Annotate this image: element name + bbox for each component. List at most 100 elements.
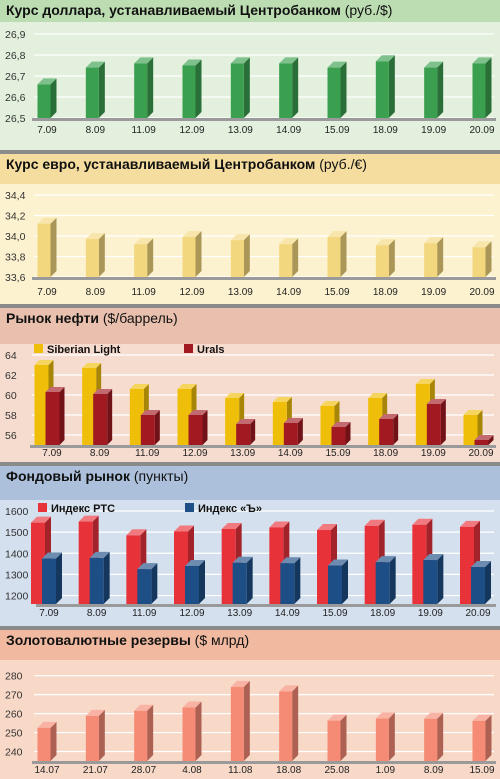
- bar-7-s0: [368, 393, 388, 445]
- y-tick-label: 250: [5, 728, 23, 740]
- bar-3-s1: [185, 559, 205, 604]
- bar-6-s0: [320, 401, 340, 445]
- bar-front: [426, 404, 441, 445]
- bar: [424, 61, 444, 118]
- bar-side: [243, 680, 250, 761]
- x-tick-label: 25.08: [324, 765, 349, 776]
- bar: [182, 231, 202, 277]
- bar-top: [34, 360, 54, 365]
- bar-top: [225, 393, 245, 398]
- y-tick-label: 34,2: [5, 211, 26, 223]
- panel-title: Рынок нефти ($/баррель): [6, 310, 178, 326]
- bar-front: [327, 237, 341, 277]
- panel-header-band: [0, 154, 500, 184]
- bar-top: [375, 239, 395, 246]
- bar-side: [340, 231, 347, 277]
- bar-front: [232, 562, 247, 604]
- bar-top: [134, 704, 154, 711]
- bar-side: [195, 701, 202, 761]
- divider: [0, 626, 500, 630]
- bar: [279, 57, 299, 118]
- chart-base: [32, 118, 496, 121]
- bar: [134, 704, 154, 761]
- bar-front: [45, 392, 60, 445]
- legend-swatch: [34, 344, 43, 353]
- chart-base: [30, 445, 496, 448]
- bar: [375, 239, 395, 277]
- bar-side: [342, 559, 348, 604]
- panel-usd-rate: 26,5 26,6 26,7 26,8 26,9 7.09 8.09 11.09 12.09 13…: [0, 0, 500, 150]
- bar-top: [472, 714, 492, 721]
- bar-side: [297, 418, 303, 445]
- x-tick-label: 14.09: [278, 448, 303, 459]
- bar-top: [37, 217, 57, 224]
- bar: [472, 714, 492, 761]
- legend-label: Индекс «Ъ»: [198, 503, 262, 515]
- y-tick-label: 26,6: [5, 92, 26, 104]
- bar-front: [37, 223, 51, 277]
- bar-side: [393, 414, 399, 445]
- panel-title: Курс евро, устанавливаемый Центробанком …: [6, 156, 367, 172]
- bar-front: [472, 247, 486, 277]
- x-tick-label: 19.09: [421, 125, 446, 136]
- bar-front: [474, 440, 489, 445]
- panel-title-main: Курс доллара, устанавливаемый Центробанк…: [6, 2, 341, 18]
- panel-oil-market: 56 58 60 62 64 7.09 8.09 11.09 12.09 13.09 14.09 15…: [0, 308, 500, 462]
- bar: [230, 680, 250, 761]
- x-tick-label: 11.09: [135, 448, 160, 459]
- bar-front: [317, 530, 331, 604]
- bar: [327, 61, 347, 118]
- bar-side: [202, 410, 208, 445]
- x-tick-label: 8.09: [424, 765, 444, 776]
- bar-side: [388, 55, 395, 118]
- x-tick-label: 20.09: [469, 125, 494, 136]
- bar-0-s1: [45, 387, 65, 445]
- bar-front: [272, 402, 287, 445]
- x-tick-label: 14.07: [34, 765, 59, 776]
- panel-header-band: [0, 630, 500, 660]
- bar-front: [140, 415, 155, 445]
- bar-side: [437, 712, 444, 761]
- bar: [230, 234, 250, 277]
- x-tick-label: 18.09: [373, 125, 398, 136]
- x-tick-label: 12.09: [182, 448, 207, 459]
- x-tick-label: 15.09: [322, 608, 347, 619]
- bar-top: [320, 401, 340, 406]
- bar-side: [294, 557, 301, 604]
- bar-front: [472, 63, 486, 118]
- bar-1-s1: [89, 551, 110, 604]
- legend: Индекс РТС Индекс «Ъ»: [38, 503, 262, 515]
- bar-front: [230, 686, 244, 761]
- bar: [279, 685, 299, 761]
- bar-top: [85, 233, 105, 240]
- bar-side: [437, 61, 444, 118]
- bar-front: [185, 565, 199, 604]
- panel-stock-market: 1200 1300 1400 1500 1600 7.09 8.09 11.09 12.09 13…: [0, 466, 500, 626]
- bar-side: [147, 238, 154, 277]
- bar-front: [424, 718, 438, 761]
- bar-side: [250, 419, 256, 445]
- bars: [31, 515, 491, 604]
- legend-swatch: [185, 503, 194, 512]
- bar: [327, 231, 347, 277]
- x-tick-label: 15.09: [324, 287, 349, 298]
- bar-front: [331, 427, 346, 445]
- bar-side: [154, 410, 160, 445]
- y-tick-label: 33,6: [5, 272, 26, 284]
- eur-chart: 33,6 33,8 34,0 34,2 34,4 7.09 8.09 11.09 12.09 13…: [0, 154, 500, 304]
- bar-top: [328, 559, 348, 566]
- legend-swatch: [184, 344, 193, 353]
- bar-top: [140, 410, 160, 415]
- bar-side: [243, 234, 250, 277]
- bar-front: [230, 240, 244, 277]
- panel-title: Курс доллара, устанавливаемый Центробанк…: [6, 2, 392, 18]
- panel-title-unit: ($ млрд): [194, 632, 250, 648]
- bar-front: [280, 563, 295, 604]
- bar-top: [327, 714, 347, 721]
- bar-9-s1: [471, 561, 491, 604]
- x-tick-label: 20.09: [465, 608, 490, 619]
- bar-side: [50, 721, 57, 761]
- y-tick-label: 58: [5, 410, 17, 422]
- y-tick-label: 240: [5, 747, 23, 759]
